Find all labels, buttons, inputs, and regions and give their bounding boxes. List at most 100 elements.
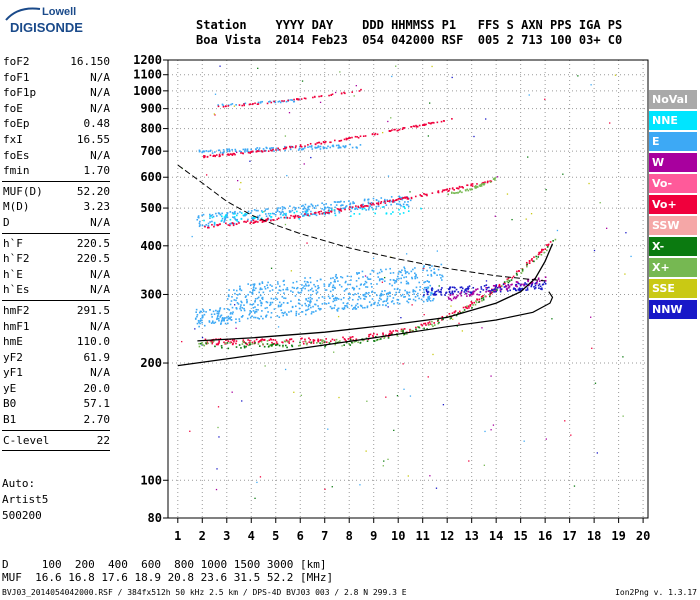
echo-point xyxy=(383,280,386,282)
echo-point xyxy=(417,292,419,295)
echo-point xyxy=(254,312,256,314)
echo-point xyxy=(371,133,374,136)
echo-point xyxy=(262,220,265,223)
echo-point xyxy=(442,189,444,192)
echo-point xyxy=(202,150,205,152)
echo-point xyxy=(255,338,258,341)
param-row: hmF2 291.5 xyxy=(2,303,112,319)
echo-point xyxy=(329,297,331,299)
echo-point xyxy=(334,139,336,142)
echo-point xyxy=(511,283,513,286)
echo-point xyxy=(221,219,223,222)
echo-point xyxy=(261,211,264,214)
echo-point xyxy=(325,147,328,150)
echo-point xyxy=(359,342,362,344)
echo-point xyxy=(467,290,470,293)
echo-point xyxy=(224,215,227,217)
echo-point xyxy=(426,269,428,272)
echo-point xyxy=(312,339,315,341)
echo-point xyxy=(446,188,448,191)
echo-point xyxy=(345,137,348,140)
echo-point xyxy=(364,293,366,296)
echo-point xyxy=(316,291,319,293)
echo-point xyxy=(253,340,256,342)
echo-point xyxy=(346,306,349,309)
echo-point xyxy=(365,281,368,284)
echo-point xyxy=(526,263,529,266)
echo-point xyxy=(440,263,443,266)
echo-point xyxy=(232,311,234,313)
echo-point xyxy=(201,224,204,227)
echo-point xyxy=(541,283,544,286)
echo-point xyxy=(243,309,246,312)
echo-point xyxy=(320,210,322,213)
echo-point xyxy=(430,288,433,290)
echo-point xyxy=(333,279,336,281)
echo-point xyxy=(481,295,484,298)
echo-point xyxy=(232,152,235,155)
echo-point xyxy=(283,145,286,148)
echo-point xyxy=(295,310,298,313)
echo-point xyxy=(286,302,289,304)
echo-point xyxy=(399,271,402,273)
echo-point xyxy=(218,309,221,312)
echo-point xyxy=(530,259,533,261)
echo-point xyxy=(522,283,524,286)
echo-point xyxy=(387,175,390,177)
echo-point xyxy=(302,341,304,343)
echo-point xyxy=(507,281,510,284)
echo-point xyxy=(219,223,221,225)
echo-point xyxy=(468,307,470,309)
echo-point xyxy=(588,182,590,185)
echo-point xyxy=(378,271,381,274)
echo-point xyxy=(410,270,413,273)
echo-point xyxy=(260,301,263,304)
echo-point xyxy=(517,282,520,285)
echo-point xyxy=(257,209,259,212)
echo-point xyxy=(539,288,542,290)
echo-point xyxy=(418,326,420,329)
param-row: D N/A xyxy=(2,215,112,231)
echo-point xyxy=(447,296,450,299)
echo-point xyxy=(233,339,236,341)
echo-point xyxy=(312,342,315,344)
echo-point xyxy=(371,286,373,288)
echo-point xyxy=(392,211,394,213)
echo-point xyxy=(505,285,508,288)
echo-point xyxy=(396,278,398,280)
echo-point xyxy=(451,286,454,289)
echo-point xyxy=(334,296,337,299)
echo-point xyxy=(283,100,285,102)
echo-point xyxy=(198,325,200,328)
echo-point xyxy=(389,130,392,132)
echo-point xyxy=(369,333,372,336)
echo-point xyxy=(204,225,206,228)
echo-point xyxy=(312,311,315,313)
echo-point xyxy=(240,300,242,303)
echo-point xyxy=(376,338,379,341)
echo-point xyxy=(226,316,228,319)
echo-point xyxy=(476,186,479,188)
echo-point xyxy=(307,205,310,208)
echo-point xyxy=(408,272,410,275)
echo-point xyxy=(465,293,467,295)
echo-point xyxy=(407,282,410,285)
echo-point xyxy=(211,216,214,219)
echo-point xyxy=(415,286,418,289)
echo-point xyxy=(310,341,312,344)
echo-point xyxy=(327,145,329,148)
echo-point xyxy=(388,332,391,335)
param-row: yF1 N/A xyxy=(2,365,112,381)
echo-point xyxy=(460,294,463,297)
echo-point xyxy=(449,292,452,295)
echo-point xyxy=(386,302,389,305)
echo-point xyxy=(322,146,325,148)
echo-point xyxy=(430,269,433,272)
echo-point xyxy=(539,251,542,253)
echo-point xyxy=(381,206,384,208)
echo-point xyxy=(401,128,404,130)
echo-point xyxy=(398,197,400,200)
echo-point xyxy=(432,294,435,296)
echo-point xyxy=(490,429,492,431)
echo-point xyxy=(195,308,198,311)
